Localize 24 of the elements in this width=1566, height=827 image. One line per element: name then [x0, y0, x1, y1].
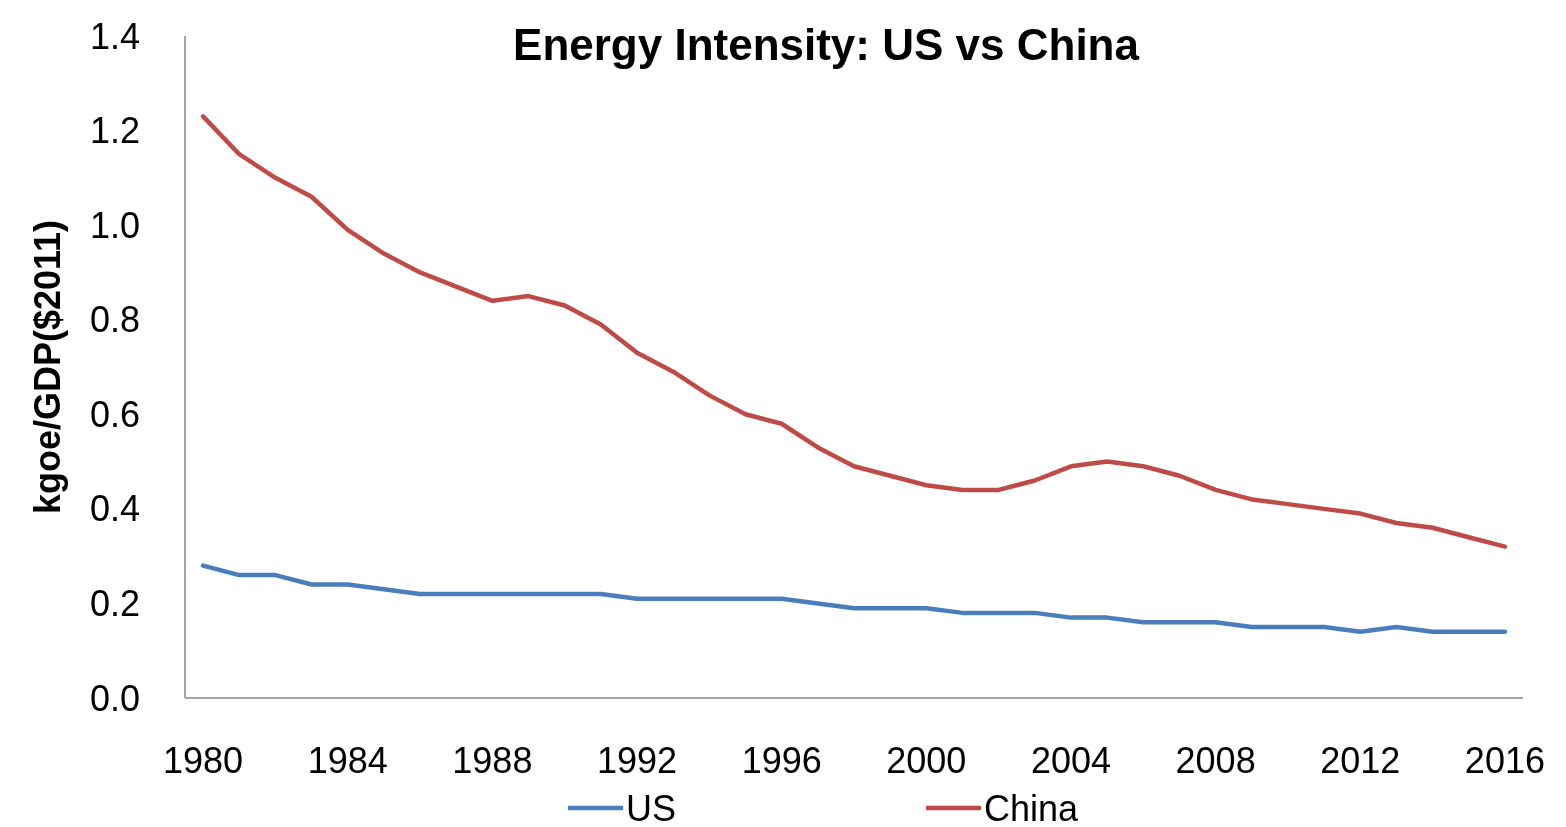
y-tick-label: 1.4: [89, 15, 140, 57]
legend-label: China: [984, 787, 1080, 827]
x-tick-label: 2004: [1030, 740, 1112, 781]
x-tick-label: 1980: [163, 740, 244, 781]
x-tick-label: 2008: [1175, 740, 1256, 781]
y-axis-title: kgoe/GDP($2011): [27, 219, 68, 515]
x-tick-label: 1992: [596, 740, 678, 781]
x-tick-label: 1984: [307, 740, 388, 781]
y-tick-label: 1.2: [89, 110, 140, 152]
x-tick-label: 1996: [741, 740, 822, 781]
y-tick-label: 0.4: [89, 488, 140, 530]
y-tick-label: 0.8: [89, 299, 140, 341]
x-tick-label: 2016: [1464, 740, 1545, 781]
chart-title: Energy Intensity: US vs China: [513, 20, 1140, 69]
y-tick-label: 0.6: [89, 393, 140, 435]
line-series: [200, 563, 1508, 635]
legend-label: US: [626, 787, 677, 827]
x-tick-label: 2000: [886, 740, 967, 781]
y-tick-label: 0.0: [89, 677, 140, 719]
y-tick-label: 1.0: [89, 204, 140, 246]
line-series: [200, 114, 1508, 549]
x-tick-label: 1988: [452, 740, 533, 781]
y-tick-label: 0.2: [89, 583, 140, 625]
x-tick-label: 2012: [1320, 740, 1401, 781]
